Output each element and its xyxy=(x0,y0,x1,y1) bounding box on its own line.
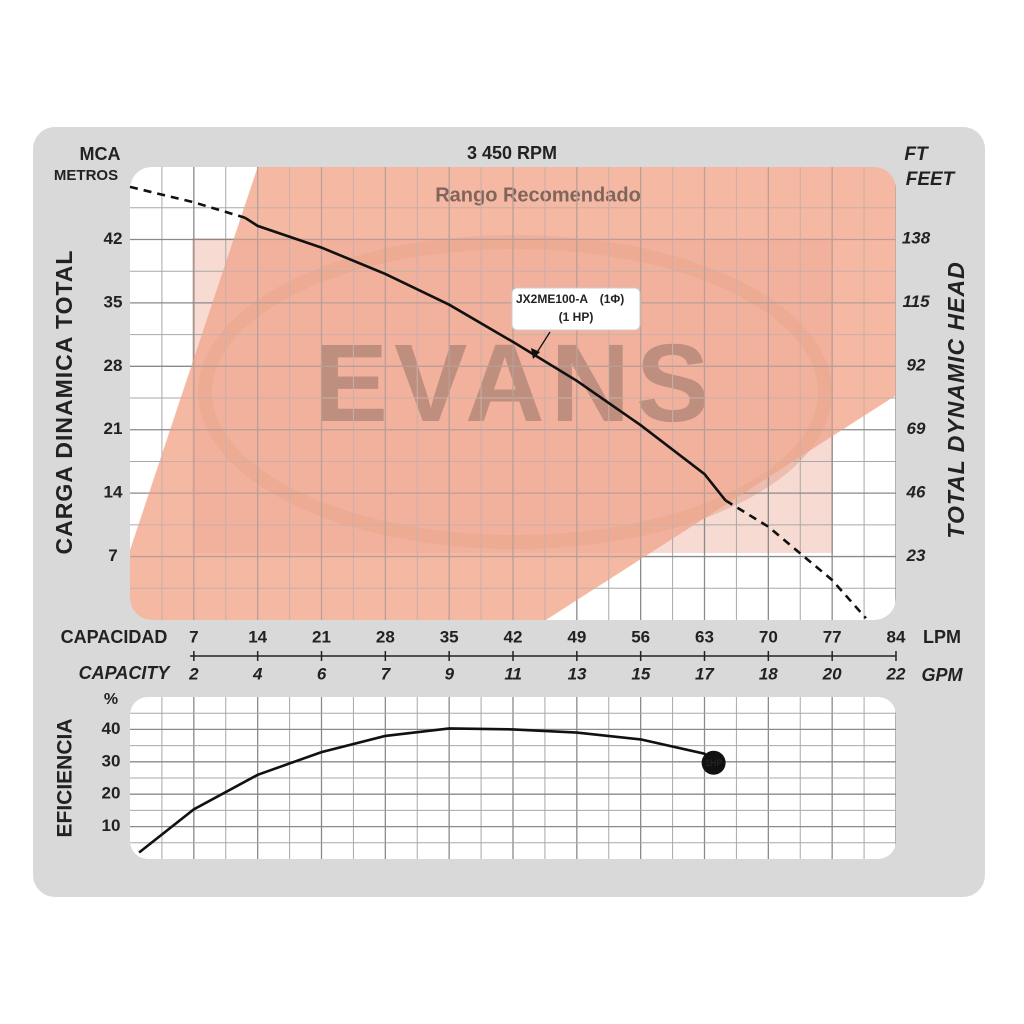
x-axis-label: CAPACIDAD xyxy=(61,627,168,647)
x-tick-label: 14 xyxy=(248,627,267,646)
x2-tick-label: 9 xyxy=(445,664,455,683)
y2-unit: FEET xyxy=(906,169,956,190)
x-tick-label: 77 xyxy=(823,627,842,646)
y-tick-label: 42 xyxy=(104,229,123,248)
x-tick-label: 42 xyxy=(504,627,523,646)
y-tick-label: 14 xyxy=(104,483,123,502)
curve xyxy=(724,499,867,620)
y-tick-label: 35 xyxy=(104,292,123,311)
watermark-ellipse xyxy=(198,235,832,549)
annotation: (1Φ) xyxy=(600,292,625,306)
y-tick-label: 10 xyxy=(102,816,121,835)
y-unit: METROS xyxy=(54,167,118,184)
y-tick-label: 28 xyxy=(104,356,123,375)
y2-tick-label: 92 xyxy=(907,355,926,374)
x2-tick-label: 13 xyxy=(568,664,587,683)
x2-unit: GPM xyxy=(921,665,963,685)
x2-axis-label: CAPACITY xyxy=(79,663,172,683)
annotation-arrowhead xyxy=(531,348,540,359)
curve xyxy=(244,216,727,502)
y2-axis-label: TOTAL DYNAMIC HEAD xyxy=(943,261,969,538)
annotation-box xyxy=(511,287,641,331)
end-marker xyxy=(701,750,726,775)
y-axis-label: EFICIENCIA xyxy=(54,718,77,837)
annotation: (1 HP) xyxy=(559,310,594,324)
x2-tick-label: 6 xyxy=(317,664,327,683)
y2-unit: FT xyxy=(904,144,929,165)
y2-tick-label: 69 xyxy=(907,419,926,438)
x2-tick-label: 11 xyxy=(504,664,522,683)
y-tick-label: 7 xyxy=(108,546,117,565)
curve xyxy=(129,185,246,219)
x2-tick-label: 17 xyxy=(695,664,715,683)
x2-tick-label: 22 xyxy=(886,664,906,683)
y-tick-label: 20 xyxy=(102,784,121,803)
y-tick-label: 21 xyxy=(104,419,123,438)
y-axis-label: CARGA DINAMICA TOTAL xyxy=(51,250,77,555)
x-tick-label: 63 xyxy=(695,627,714,646)
recommended-range-tint xyxy=(130,167,896,620)
x-tick-label: 28 xyxy=(376,627,395,646)
x2-tick-label: 18 xyxy=(759,664,778,683)
x2-tick-label: 7 xyxy=(381,664,392,683)
annotation: JX2ME100-A xyxy=(516,292,588,306)
annotation-arrow xyxy=(535,331,551,355)
x2-tick-label: 2 xyxy=(188,664,199,683)
x2-tick-label: 20 xyxy=(822,664,842,683)
x-tick-label: 21 xyxy=(312,627,331,646)
chart-title: 3 450 RPM xyxy=(467,143,557,163)
y-unit: MCA xyxy=(80,144,121,164)
y-unit: % xyxy=(104,691,118,708)
x-tick-label: 56 xyxy=(631,627,650,646)
curve xyxy=(138,727,715,854)
end-marker-label: 1HP xyxy=(705,758,723,768)
y-tick-label: 40 xyxy=(102,719,121,738)
x2-tick-label: 4 xyxy=(252,664,263,683)
region-label: Rango Recomendado xyxy=(435,184,641,206)
x-tick-label: 35 xyxy=(440,627,459,646)
y2-tick-label: 23 xyxy=(906,546,926,565)
x-tick-label: 70 xyxy=(759,627,778,646)
x-tick-label: 7 xyxy=(189,627,198,646)
y2-tick-label: 115 xyxy=(902,292,930,311)
x-unit: LPM xyxy=(923,627,961,647)
x-tick-label: 84 xyxy=(887,627,906,646)
y2-tick-label: 46 xyxy=(906,482,926,501)
y-tick-label: 30 xyxy=(102,751,121,770)
x2-tick-label: 15 xyxy=(631,664,650,683)
x-tick-label: 49 xyxy=(567,627,586,646)
y2-tick-label: 138 xyxy=(902,228,931,247)
